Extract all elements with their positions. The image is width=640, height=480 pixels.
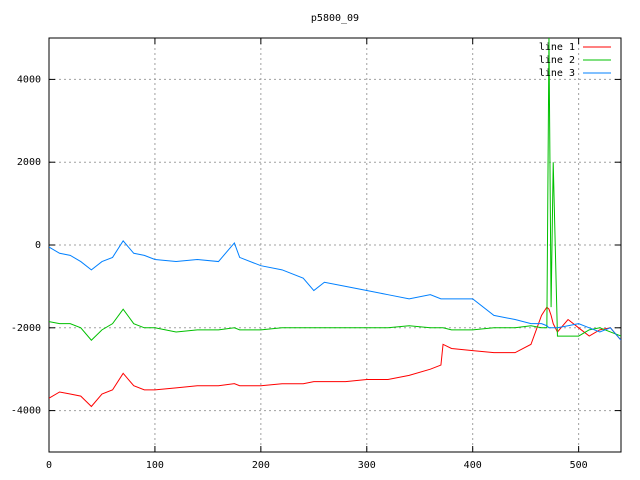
y-tick-label: 4000: [17, 74, 41, 85]
x-tick-label: 200: [252, 460, 270, 471]
y-tick-label: -4000: [11, 406, 41, 417]
series-line: [49, 306, 621, 408]
x-tick-label: 300: [358, 460, 376, 471]
chart-title: p5800_09: [311, 13, 359, 24]
y-tick-label: 2000: [17, 157, 41, 168]
x-tick-label: 500: [570, 460, 588, 471]
plot-area: [49, 38, 621, 408]
series-line: [49, 38, 621, 341]
x-tick-label: 100: [146, 460, 164, 471]
plot-frame: [48, 37, 622, 453]
legend-label: line 1: [539, 42, 575, 53]
x-tick-label: 0: [46, 460, 52, 471]
y-tick-label: -2000: [11, 323, 41, 334]
y-tick-label: 0: [35, 240, 41, 251]
legend-label: line 3: [539, 68, 575, 79]
legend-label: line 2: [539, 55, 575, 66]
x-tick-label: 400: [464, 460, 482, 471]
series-line: [49, 240, 621, 341]
